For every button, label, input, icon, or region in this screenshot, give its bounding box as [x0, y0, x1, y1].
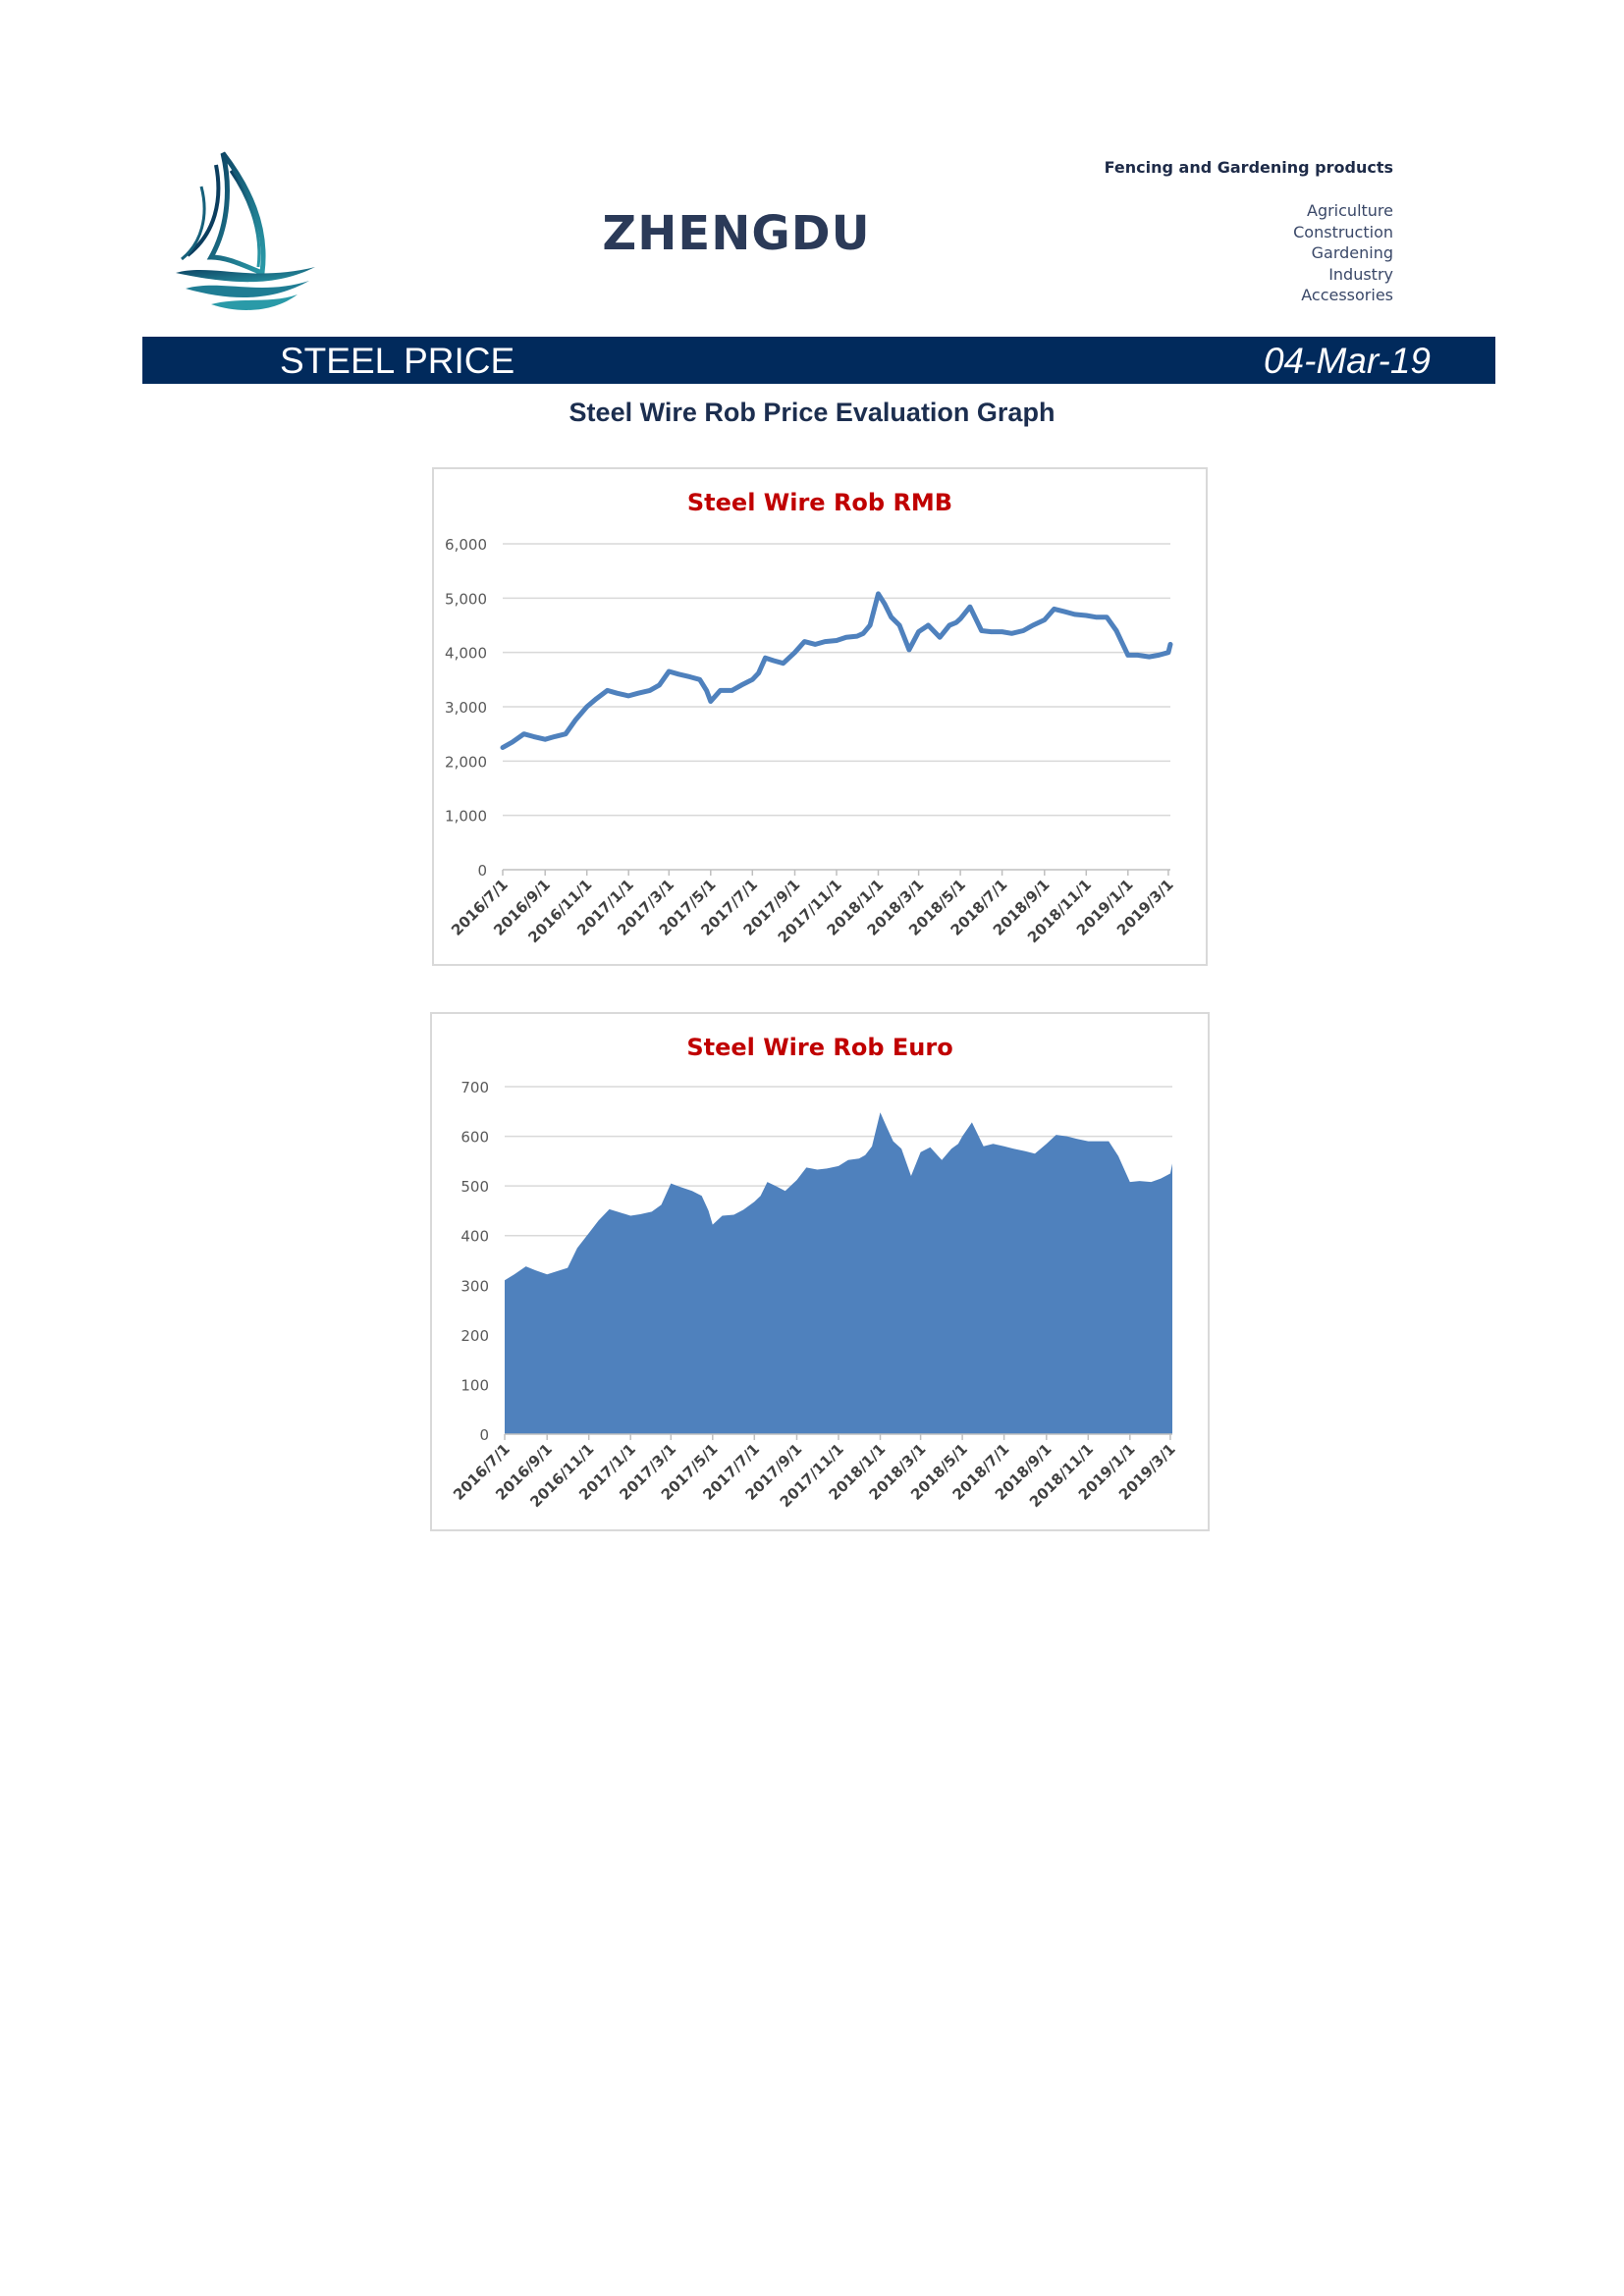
y-tick-label: 2,000 [445, 753, 487, 771]
rmb-chart-panel: Steel Wire Rob RMB 0 1,000 2,000 3,000 4,000 5… [432, 467, 1208, 966]
category-item: Industry [1328, 264, 1393, 284]
sailboat-logo-icon [176, 151, 315, 310]
chart-title: Steel Wire Rob Euro [686, 1034, 952, 1061]
brand-name: ZHENGDU [602, 206, 871, 261]
y-tick-label: 400 [460, 1228, 489, 1246]
chart-title: Steel Wire Rob RMB [687, 489, 952, 516]
y-tick-label: 200 [460, 1327, 489, 1345]
y-tick-label: 700 [460, 1079, 489, 1096]
y-tick-label: 600 [460, 1129, 489, 1147]
y-tick-label: 3,000 [445, 699, 487, 717]
category-item: Gardening [1311, 243, 1393, 262]
category-list: Agriculture Construction Gardening Indus… [1293, 200, 1393, 306]
series-area [505, 1112, 1172, 1434]
y-tick-label: 4,000 [445, 645, 487, 663]
series-line [500, 591, 1173, 750]
euro-chart-panel: Steel Wire Rob Euro 0 100 200 300 400 500 600 70… [430, 1012, 1210, 1531]
euro-area-chart: Steel Wire Rob Euro 0 100 200 300 400 500 600 70… [450, 1034, 1179, 1511]
banner-title: STEEL PRICE [280, 341, 515, 381]
category-item: Construction [1293, 222, 1393, 241]
y-tick-label: 6,000 [445, 536, 487, 554]
y-tick-label: 1,000 [445, 808, 487, 826]
y-tick-label: 300 [460, 1277, 489, 1295]
y-tick-label: 500 [460, 1178, 489, 1196]
category-item: Agriculture [1307, 201, 1393, 220]
title-banner: STEEL PRICE 04-Mar-19 [142, 337, 1495, 384]
y-tick-label: 0 [477, 862, 487, 880]
rmb-line-chart: Steel Wire Rob RMB 0 1,000 2,000 3,000 4,000 5… [445, 489, 1177, 946]
y-tick-label: 5,000 [445, 590, 487, 608]
tagline: Fencing and Gardening products [1104, 158, 1393, 177]
banner-date: 04-Mar-19 [1263, 341, 1431, 381]
graph-heading: Steel Wire Rob Price Evaluation Graph [568, 398, 1056, 427]
y-tick-label: 0 [479, 1426, 489, 1444]
category-item: Accessories [1301, 286, 1393, 304]
y-tick-label: 100 [460, 1376, 489, 1394]
